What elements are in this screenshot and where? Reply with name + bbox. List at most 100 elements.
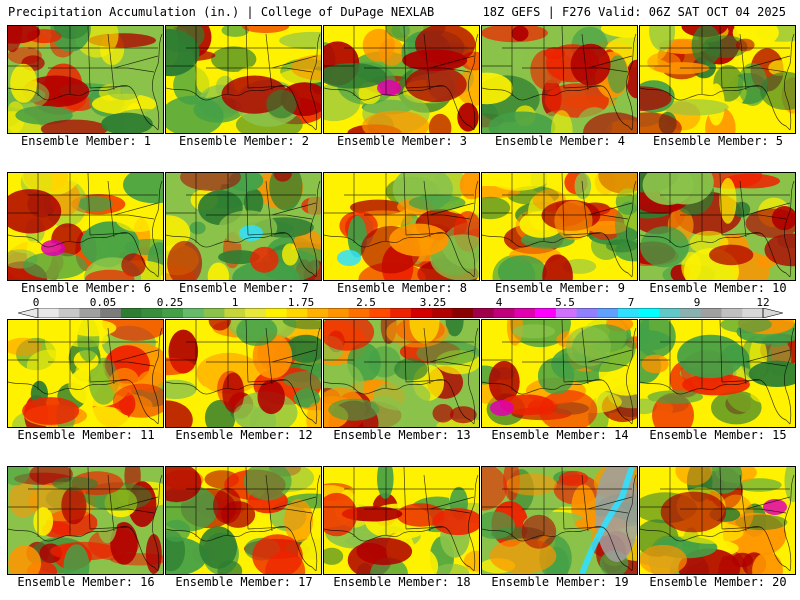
colorbar-tick-label: 9 xyxy=(693,296,701,309)
ensemble-member-label: Ensemble Member: 11 xyxy=(17,428,155,442)
ensemble-map-panel xyxy=(481,172,638,281)
precip-map xyxy=(8,26,163,133)
colorbar-tick-label: 0 xyxy=(32,296,40,309)
colorbar-swatch xyxy=(555,308,577,318)
colorbar-swatch xyxy=(700,308,722,318)
ensemble-map-panel xyxy=(165,172,322,281)
run-valid-time: 18Z GEFS | F276 Valid: 06Z SAT OCT 04 20… xyxy=(482,5,786,19)
colorbar-swatch xyxy=(120,308,142,318)
ensemble-member-label: Ensemble Member: 16 xyxy=(17,575,155,589)
ensemble-map-panel xyxy=(7,172,164,281)
precip-map xyxy=(482,467,637,574)
ensemble-member-label: Ensemble Member: 18 xyxy=(333,575,471,589)
ensemble-map-panel xyxy=(165,466,322,575)
ensemble-map-panel xyxy=(639,172,796,281)
chart-title: Precipitation Accumulation (in.) | Colle… xyxy=(8,5,435,19)
colorbar-tick-label: 4 xyxy=(495,296,503,309)
precip-map xyxy=(8,467,163,574)
ensemble-member-label: Ensemble Member: 10 xyxy=(649,281,787,295)
precip-map xyxy=(482,26,637,133)
ensemble-map-panel xyxy=(481,466,638,575)
colorbar-swatch xyxy=(245,308,267,318)
precip-map xyxy=(324,320,479,427)
precip-map xyxy=(166,467,321,574)
ensemble-map-panel xyxy=(165,25,322,134)
ensemble-member-label: Ensemble Member: 4 xyxy=(494,134,626,148)
ensemble-map-panel xyxy=(323,466,480,575)
ensemble-member-label: Ensemble Member: 15 xyxy=(649,428,787,442)
ensemble-member-label: Ensemble Member: 3 xyxy=(336,134,468,148)
colorbar-swatch xyxy=(348,308,370,318)
colorbar-swatch xyxy=(597,308,619,318)
ensemble-member-label: Ensemble Member: 7 xyxy=(178,281,310,295)
ensemble-map-panel xyxy=(323,25,480,134)
ensemble-member-label: Ensemble Member: 6 xyxy=(20,281,152,295)
colorbar-swatch xyxy=(265,308,287,318)
precip-map xyxy=(8,173,163,280)
colorbar xyxy=(18,308,783,318)
ensemble-map-panel xyxy=(481,25,638,134)
ensemble-map-panel xyxy=(639,319,796,428)
colorbar-tick-label: 12 xyxy=(756,296,770,309)
ensemble-member-label: Ensemble Member: 9 xyxy=(494,281,626,295)
colorbar-tick-label: 7 xyxy=(627,296,635,309)
precip-map xyxy=(640,467,795,574)
ensemble-map-panel xyxy=(639,466,796,575)
ensemble-member-label: Ensemble Member: 20 xyxy=(649,575,787,589)
colorbar-left-arrow xyxy=(18,308,39,318)
colorbar-swatch xyxy=(224,308,246,318)
ensemble-map-panel xyxy=(7,319,164,428)
colorbar-swatch xyxy=(742,308,764,318)
colorbar-swatch xyxy=(535,308,557,318)
colorbar-swatch xyxy=(431,308,453,318)
precip-map xyxy=(8,320,163,427)
ensemble-member-label: Ensemble Member: 2 xyxy=(178,134,310,148)
colorbar-swatch xyxy=(473,308,495,318)
precip-map xyxy=(324,467,479,574)
ensemble-member-label: Ensemble Member: 13 xyxy=(333,428,471,442)
ensemble-map-panel xyxy=(639,25,796,134)
ensemble-member-label: Ensemble Member: 19 xyxy=(491,575,629,589)
colorbar-swatch xyxy=(680,308,702,318)
ensemble-map-panel xyxy=(7,25,164,134)
ensemble-member-label: Ensemble Member: 12 xyxy=(175,428,313,442)
colorbar-tick-label: 1.75 xyxy=(287,296,315,309)
precip-map xyxy=(166,26,321,133)
colorbar-swatch xyxy=(493,308,515,318)
colorbar-swatch xyxy=(307,308,329,318)
colorbar-tick-label: 5.5 xyxy=(555,296,575,309)
colorbar-swatch xyxy=(162,308,184,318)
ensemble-map-panel xyxy=(165,319,322,428)
colorbar-swatch xyxy=(638,308,660,318)
colorbar-swatch xyxy=(618,308,640,318)
ensemble-member-label: Ensemble Member: 8 xyxy=(336,281,468,295)
ensemble-map-panel xyxy=(7,466,164,575)
colorbar-swatch xyxy=(514,308,536,318)
colorbar-swatch xyxy=(410,308,432,318)
colorbar-swatch xyxy=(58,308,80,318)
precip-map xyxy=(640,26,795,133)
colorbar-tick-label: 0.05 xyxy=(89,296,117,309)
precip-map xyxy=(482,320,637,427)
colorbar-swatch xyxy=(79,308,101,318)
colorbar-swatch xyxy=(183,308,205,318)
colorbar-swatch xyxy=(390,308,412,318)
ensemble-member-label: Ensemble Member: 1 xyxy=(20,134,152,148)
colorbar-tick-label: 1 xyxy=(231,296,239,309)
precip-map xyxy=(324,173,479,280)
colorbar-swatch xyxy=(576,308,598,318)
colorbar-right-arrow xyxy=(762,308,783,318)
colorbar-swatch xyxy=(203,308,225,318)
colorbar-tick-label: 0.25 xyxy=(156,296,184,309)
ensemble-member-label: Ensemble Member: 5 xyxy=(652,134,784,148)
ensemble-map-panel xyxy=(323,172,480,281)
colorbar-swatch xyxy=(659,308,681,318)
colorbar-tick-label: 2.5 xyxy=(356,296,376,309)
precip-map xyxy=(166,173,321,280)
colorbar-swatch xyxy=(369,308,391,318)
precip-map xyxy=(324,26,479,133)
ensemble-member-label: Ensemble Member: 14 xyxy=(491,428,629,442)
colorbar-swatch xyxy=(721,308,743,318)
colorbar-swatch xyxy=(141,308,163,318)
colorbar-swatch xyxy=(328,308,350,318)
